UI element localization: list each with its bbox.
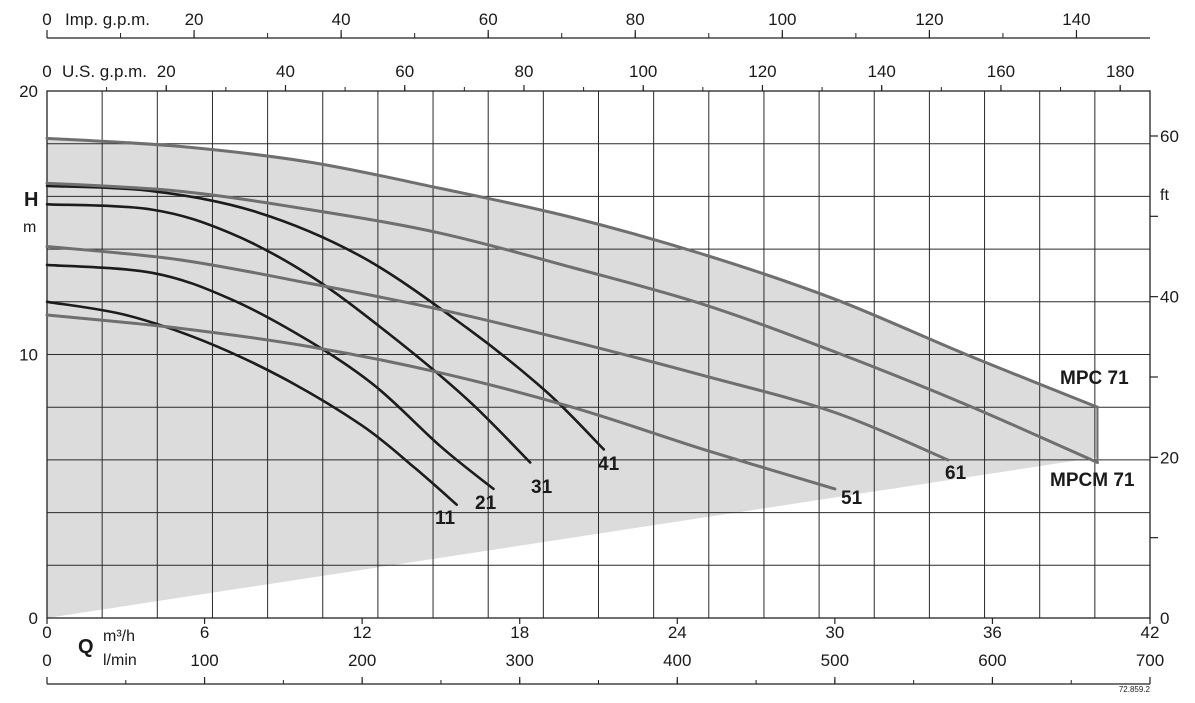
- curve-31: [45, 203, 532, 464]
- curve-21: [45, 263, 495, 491]
- q-label: Q: [78, 636, 94, 658]
- curve-label-11: 11: [435, 508, 456, 529]
- imp-gpm-tick-label: 60: [479, 10, 498, 29]
- curve-mpcm-71: [45, 181, 1099, 464]
- imp-gpm-tick-label: 40: [332, 10, 351, 29]
- imp-gpm-tick-label: 80: [626, 10, 645, 29]
- y-right-tick-label: 20: [1160, 448, 1179, 467]
- top-axes: Imp. g.p.m. 0 20 40 60 80 100 120 140 U.S. g.p.…: [42, 10, 1150, 91]
- imp-gpm-tick-label: 140: [1062, 10, 1090, 29]
- y-axis-unit-ft: ft: [1160, 187, 1169, 204]
- us-gpm-tick-label: 80: [515, 62, 534, 81]
- imp-gpm-tick-label: 100: [768, 10, 796, 29]
- curve-label-mpcm-71: MPCM 71: [1050, 470, 1135, 491]
- us-gpm-tick-label: 140: [868, 62, 896, 81]
- us-gpm-tick-label: 0: [42, 62, 51, 81]
- bottom-axes: 0 6 12 18 24 30 36 42 0 100 200 300 400 500 600 700 Q …: [42, 618, 1164, 694]
- performance-envelope: [47, 138, 1098, 618]
- lmin-tick-label: 0: [42, 651, 51, 670]
- curve-51: [45, 313, 837, 491]
- curve-41: [45, 184, 606, 451]
- y-right-tick-label: 60: [1160, 127, 1179, 146]
- curve-label-51: 51: [841, 488, 863, 509]
- y-left-tick-label: 20: [19, 82, 38, 101]
- curve-label-61: 61: [945, 463, 967, 484]
- grid: [47, 91, 1150, 618]
- us-gpm-tick-label: 100: [629, 62, 657, 81]
- lmin-tick-label: 300: [506, 651, 534, 670]
- y-right-tick-label: 0: [1160, 609, 1169, 628]
- imp-gpm-tick-label: 0: [42, 10, 51, 29]
- lmin-unit-label: l/min: [103, 652, 137, 669]
- curve-label-21: 21: [475, 493, 497, 514]
- us-gpm-tick-label: 180: [1106, 62, 1134, 81]
- figure-reference: 72.859.2: [1119, 685, 1151, 694]
- y-axis-left: 0 10 20: [19, 82, 38, 628]
- m3h-tick-label: 6: [200, 623, 209, 642]
- us-gpm-tick-label: 60: [395, 62, 414, 81]
- y-left-tick-label: 0: [29, 609, 38, 628]
- y-left-tick-label: 10: [19, 346, 38, 365]
- m3h-tick-label: 12: [353, 623, 372, 642]
- m3h-tick-label: 18: [510, 623, 529, 642]
- y-right-tick-label: 40: [1160, 288, 1179, 307]
- curve-label-31: 31: [531, 477, 553, 498]
- us-gpm-unit: U.S. g.p.m.: [62, 62, 147, 81]
- curve-label-41: 41: [598, 454, 620, 475]
- lmin-tick-label: 400: [663, 651, 691, 670]
- imp-gpm-tick-label: 20: [185, 10, 204, 29]
- m3h-tick-label: 42: [1141, 623, 1160, 642]
- m3h-tick-label: 24: [668, 623, 687, 642]
- imp-gpm-unit: Imp. g.p.m.: [65, 10, 150, 29]
- m3h-tick-label: 0: [42, 623, 51, 642]
- lmin-tick-label: 500: [821, 651, 849, 670]
- lmin-tick-label: 600: [978, 651, 1006, 670]
- curve-mpc-71: [45, 136, 1099, 409]
- m3h-tick-label: 36: [983, 623, 1002, 642]
- lmin-tick-label: 200: [348, 651, 376, 670]
- curve-61: [45, 245, 950, 462]
- m3h-unit-label: m³/h: [103, 628, 135, 645]
- y-axis-unit-m: m: [23, 219, 36, 236]
- curve-11: [45, 300, 458, 506]
- us-gpm-tick-label: 160: [987, 62, 1015, 81]
- us-gpm-tick-label: 40: [276, 62, 295, 81]
- plot-frame: [46, 90, 1151, 619]
- lmin-tick-label: 700: [1136, 651, 1164, 670]
- imp-gpm-tick-label: 120: [915, 10, 943, 29]
- y-axis-label-h: H: [24, 189, 38, 211]
- us-gpm-tick-label: 120: [748, 62, 776, 81]
- m3h-tick-label: 30: [825, 623, 844, 642]
- y-axis-right: 0 20 40 60: [1150, 127, 1179, 628]
- curves: [45, 136, 1099, 506]
- curve-labels: 11 21 31 41 51 61 MPC 71 MPCM 71: [435, 368, 1135, 529]
- curve-label-mpc-71: MPC 71: [1060, 368, 1129, 389]
- us-gpm-tick-label: 20: [157, 62, 176, 81]
- lmin-tick-label: 100: [190, 651, 218, 670]
